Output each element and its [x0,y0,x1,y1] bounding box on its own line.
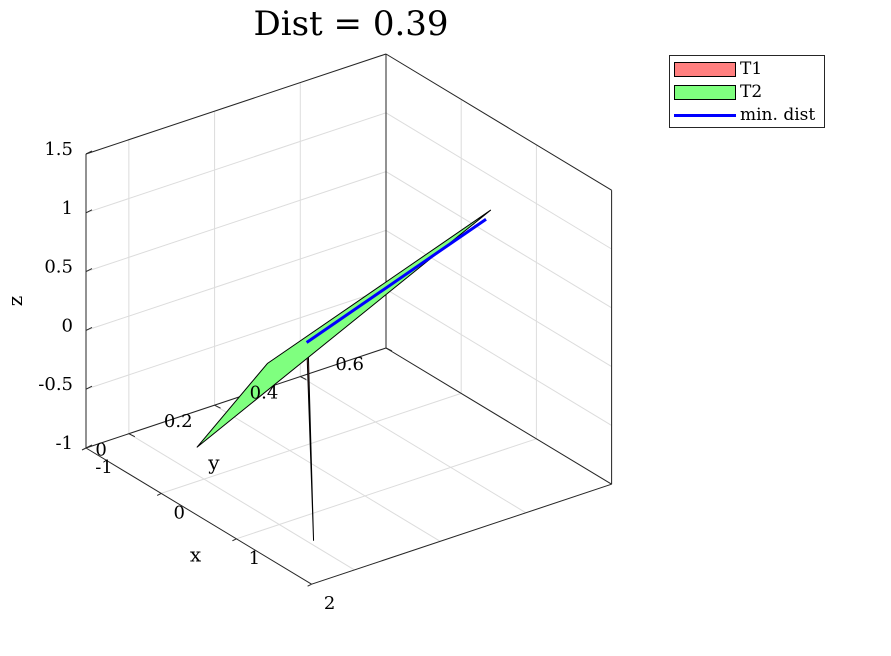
x-axis-label: x [190,542,202,566]
z-tick-label: 1.5 [44,139,73,160]
grid-line-z-back [385,288,612,426]
grid-line-z-left [85,112,387,214]
legend-item-min-dist: min. dist [674,105,815,125]
z-axis-label: z [3,296,27,307]
z-tick-label: -0.5 [38,374,73,395]
x-tick-label: -1 [95,457,113,478]
x-tick [307,583,312,587]
legend-label-min-dist: min. dist [740,105,816,125]
z-tick [85,209,93,214]
y-axis-label: y [207,451,220,475]
grid-line-z-left [85,171,387,273]
z-tick [85,444,93,449]
z-tick [85,326,93,331]
grid-line-y-floor [128,433,355,571]
axes-edge [311,483,612,585]
data-layer [196,209,492,541]
x-tick [156,492,162,496]
x-tick-label: 0 [173,502,184,523]
legend: T1 T2 min. dist [669,55,825,128]
grid-line-y-floor [214,404,441,542]
chart-title: Dist = 0.39 [253,4,449,44]
x-tick-label: 2 [324,593,335,614]
legend-item-t2: T2 [674,82,762,102]
x-tick [232,538,237,542]
y-tick-label: 0.6 [335,354,364,375]
legend-swatch-t2 [674,84,736,100]
axes-edge [85,447,312,585]
grid-line-z-left [85,288,387,390]
y-tick-label: 0 [95,440,106,461]
triangle-t2 [196,209,492,448]
grid-line-y-floor [300,376,527,514]
y-tick [385,347,393,352]
legend-label-t2: T2 [740,82,763,102]
grid-line-x-floor [236,438,537,540]
z-tick-label: 0.5 [44,257,73,278]
legend-swatch-t1 [674,61,736,77]
z-tick-label: -1 [55,433,73,454]
legend-label-t1: T1 [740,59,763,79]
y-tick [300,376,307,381]
axis-ticks [81,150,393,587]
grid-line-z-back [385,112,612,250]
z-tick-label: 1 [62,198,73,219]
grid-line-z-back [385,229,612,368]
x-tick [81,447,87,451]
legend-line-min-dist [674,113,736,117]
axes-frame [85,53,613,585]
z-tick [85,385,93,390]
grid-line-z-back [385,171,612,309]
x-tick-label: 1 [249,548,260,569]
y-tick-label: 0.2 [164,411,193,432]
axes-edge [85,53,387,155]
y-tick-label: 0.4 [250,383,279,404]
axes-edge [385,347,612,485]
z-tick [85,268,93,273]
z-tick [85,150,93,155]
z-tick-label: 0 [62,315,73,336]
segment-min-dist [305,217,487,344]
y-tick [128,433,136,438]
axes-edge [385,53,612,191]
y-tick [214,404,221,409]
axes-edge [85,347,387,449]
legend-item-t1: T1 [674,59,762,79]
grid-line-z-left [85,229,387,331]
